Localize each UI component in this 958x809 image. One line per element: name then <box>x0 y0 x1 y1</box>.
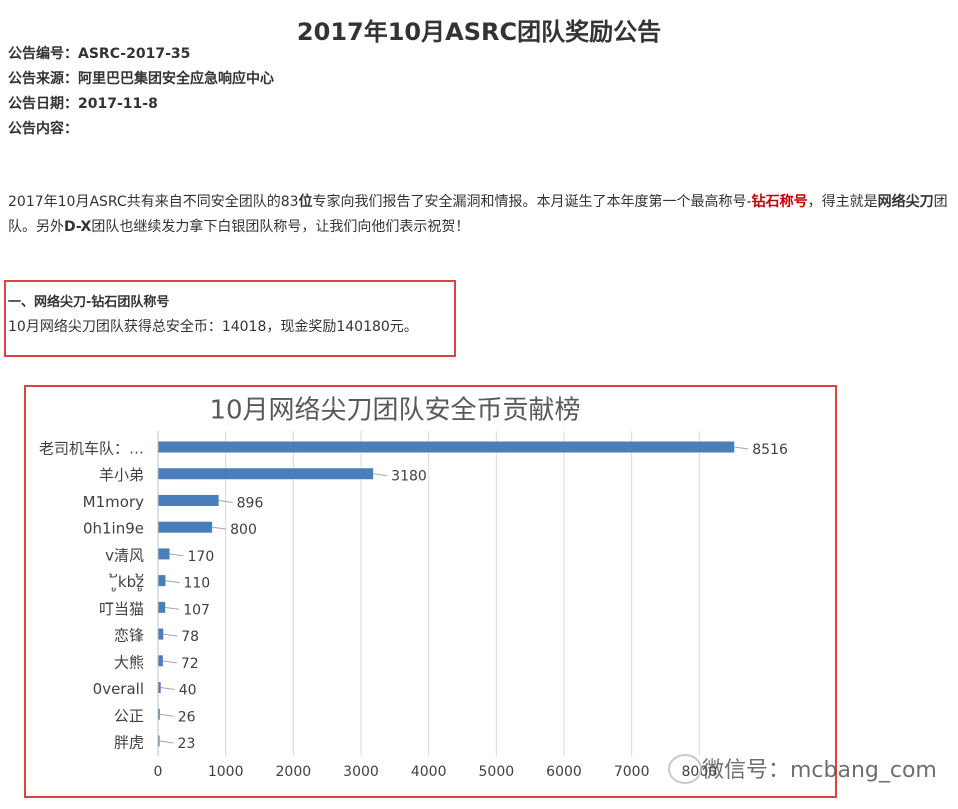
x-tick-label: 2000 <box>276 764 312 780</box>
text-run: 钻石称号 <box>751 194 808 210</box>
leader-line <box>160 687 175 691</box>
y-tick-label: 叮当猫 <box>99 600 144 618</box>
chart: 10月网络尖刀团队安全币贡献榜 0 1000 2000 3000 4000 5000 600… <box>39 396 788 781</box>
leader-line <box>169 553 184 557</box>
bar <box>158 521 213 533</box>
meta-line: 公告编号：ASRC-2017-35 <box>8 46 191 62</box>
leader-line <box>162 660 177 664</box>
section-heading: 一、网络尖刀-钻石团队称号 <box>8 295 170 310</box>
leader-line <box>163 633 178 637</box>
bar <box>158 494 219 506</box>
bar <box>158 441 735 453</box>
data-label: 107 <box>183 602 210 618</box>
x-tick-label: 4000 <box>411 764 447 780</box>
x-tick-label: 0 <box>154 764 163 780</box>
leader-line <box>159 740 174 744</box>
meta-line: 公告日期：2017-11-8 <box>8 96 158 112</box>
text-run: 专家向我们报告了安全漏洞和情报。本月诞生了本年度第一个最高称号- <box>312 194 752 210</box>
bar <box>158 708 160 720</box>
data-label: 8516 <box>752 442 788 458</box>
bar <box>158 735 160 747</box>
x-tick-label: 1000 <box>208 764 244 780</box>
data-label: 800 <box>230 522 257 538</box>
bar <box>158 575 166 587</box>
text-run: 位 <box>298 194 313 210</box>
bar <box>158 548 170 560</box>
meta-line: 公告内容： <box>8 121 78 137</box>
leader-line <box>165 580 180 584</box>
bar <box>158 601 166 613</box>
data-label: 896 <box>237 495 264 511</box>
leader-line <box>165 606 180 610</box>
data-label: 3180 <box>391 469 427 485</box>
leader-line <box>159 713 174 717</box>
bar <box>158 682 161 694</box>
data-label: 78 <box>181 629 199 645</box>
text-run: 团队也继续发力拿下白银团队称号，让我们向他们表示祝贺！ <box>91 219 470 235</box>
y-tick-label: ູ້kbzູ້ <box>109 572 144 592</box>
chart-title: 10月网络尖刀团队安全币贡献榜 <box>209 396 580 426</box>
y-tick-label: 大熊 <box>114 653 144 671</box>
y-tick-label: 0verall <box>93 680 144 698</box>
data-label: 110 <box>183 576 210 592</box>
watermark-icon <box>668 754 702 784</box>
y-tick-label: 羊小弟 <box>99 466 144 484</box>
y-tick-label: v清风 <box>105 546 144 564</box>
bar <box>158 468 374 480</box>
doc-title: 2017年10月ASRC团队奖励公告 <box>296 18 662 46</box>
section-text: 10月网络尖刀团队获得总安全币：14018，现金奖励140180元。 <box>8 319 418 335</box>
meta-line: 公告来源：阿里巴巴集团安全应急响应中心 <box>8 71 274 87</box>
y-tick-label: 公正 <box>114 707 144 725</box>
x-tick-label: 3000 <box>343 764 379 780</box>
text-run: ，得主就是 <box>807 194 878 210</box>
text-run: 团队。另外 <box>8 194 948 235</box>
text-run: 2017年10月ASRC共有来自不同安全团队的83 <box>8 194 299 210</box>
data-label: 26 <box>178 709 196 725</box>
x-tick-label: 5000 <box>479 764 515 780</box>
data-label: 23 <box>178 736 196 752</box>
leader-line <box>218 499 233 503</box>
chart-box <box>24 385 837 798</box>
y-tick-label: M1mory <box>83 493 144 511</box>
y-tick-label: 老司机车队：… <box>39 440 144 458</box>
highlight-box <box>4 280 456 357</box>
leader-line <box>734 446 749 450</box>
data-label: 170 <box>188 549 215 565</box>
text-run: D-X <box>64 219 92 235</box>
data-label: 72 <box>181 656 199 672</box>
watermark: 微信号：mcbang_com <box>702 758 937 783</box>
y-tick-label: 恋锋 <box>114 627 144 645</box>
x-tick-label: 7000 <box>614 764 650 780</box>
leader-line <box>212 526 227 530</box>
bar <box>158 655 163 667</box>
intro-paragraph: 2017年10月ASRC共有来自不同安全团队的83位专家向我们报告了安全漏洞和情… <box>8 190 953 240</box>
data-label: 40 <box>179 683 197 699</box>
bar <box>158 628 164 640</box>
x-tick-label: 6000 <box>546 764 582 780</box>
text-run: 网络尖刀 <box>877 194 934 210</box>
y-tick-label: 胖虎 <box>114 734 144 752</box>
y-tick-label: 0h1in9e <box>83 520 144 538</box>
leader-line <box>373 473 388 477</box>
